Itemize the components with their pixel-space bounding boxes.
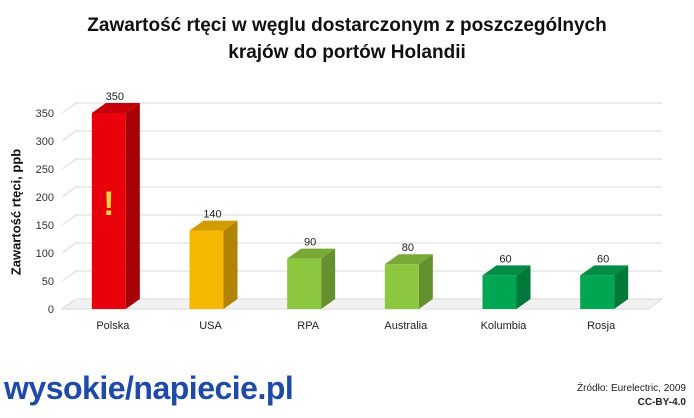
x-tick-label-kolumbia: Kolumbia [481,320,528,332]
y-tick-label: 300 [36,136,54,148]
bar-side-polska [125,103,140,309]
bar-top-rpa [287,248,336,259]
data-label-kolumbia: 60 [499,253,511,265]
gridline-depth [61,102,77,114]
bar-side-rpa [321,248,336,309]
chart-title: Zawartość rtęci w węglu dostarczonym z p… [60,12,634,66]
data-label-polska: 350 [106,91,124,103]
bar-top-polska [91,103,140,113]
site-logo: wysokie/napiecie.pl [4,370,294,407]
bar-side-rosja [614,265,629,309]
bar-top-usa [189,220,238,231]
chart-floor [60,298,664,310]
bar-side-australia [418,254,433,309]
bar-australia [384,264,419,309]
y-tick-label: 0 [48,304,54,316]
gridline-depth [61,186,77,198]
bar-rosja [580,275,615,309]
y-tick-label: 200 [36,192,54,204]
source-text: Źródło: Eurelectric, 2009 [577,383,686,394]
x-tick-label-rosja: Rosja [587,320,616,332]
bar-top-rosja [580,265,629,276]
gridline-depth [61,298,77,310]
bar-polska [91,113,126,309]
logo-text-part2: napiecie.pl [133,370,294,406]
license-text: CC-BY-4.0 [637,397,686,408]
x-tick-label-polska: Polska [96,320,130,332]
x-tick-label-australia: Australia [384,320,428,332]
y-tick-label: 250 [36,164,54,176]
gridline-depth [61,242,77,254]
logo-text-part1: wysokie [4,370,126,406]
bar-kolumbia [482,275,517,309]
gridline-depth [61,214,77,226]
y-tick-label: 350 [36,108,54,120]
lightning-bolt-icon: / [125,370,134,406]
chart-title-line-1: Zawartość rtęci w węglu dostarczonym z p… [87,15,607,36]
chart-title-line-2: krajów do portów Holandii [228,42,466,63]
x-tick-label-rpa: RPA [297,320,319,332]
bar-top-kolumbia [482,265,531,276]
gridline-depth [61,130,77,142]
data-label-rpa: 90 [304,237,316,249]
gridline-depth [61,158,77,170]
data-label-usa: 140 [203,209,221,221]
bar-side-kolumbia [516,265,531,309]
gridline-depth [61,270,77,282]
y-tick-label: 100 [36,248,54,260]
bar-usa [189,230,224,309]
y-tick-label: 150 [36,220,54,232]
bar-top-australia [384,254,433,265]
y-tick-label: 50 [42,276,54,288]
bar-annotation: ! [103,185,114,223]
bar-side-usa [223,220,238,309]
data-label-australia: 80 [402,242,414,254]
bar-rpa [287,258,322,309]
data-label-rosja: 60 [597,253,609,265]
source-note: Źródło: Eurelectric, 2009 CC-BY-4.0 [577,382,686,410]
x-tick-label-usa: USA [199,320,222,332]
